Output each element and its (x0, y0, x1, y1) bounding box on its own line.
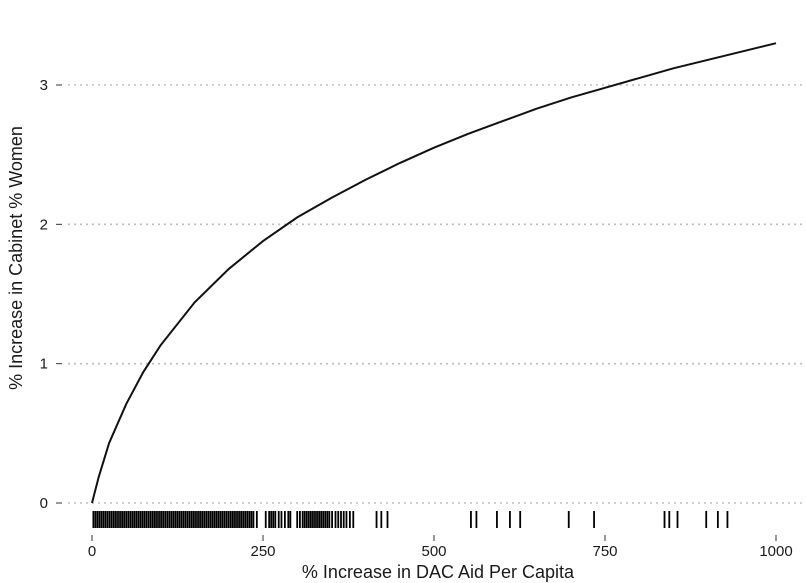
rug-marks (92, 511, 729, 528)
y-tick-label: 3 (40, 77, 48, 94)
y-tick-label: 1 (40, 356, 48, 373)
x-tick-label: 750 (592, 543, 617, 560)
gridlines (68, 84, 806, 504)
x-tick-label: 1000 (759, 543, 792, 560)
x-axis: 0 250 500 750 1000 (88, 535, 793, 560)
fitted-curve (91, 42, 777, 504)
x-tick-label: 250 (250, 543, 275, 560)
x-tick-label: 500 (421, 543, 446, 560)
y-tick-label: 0 (40, 495, 48, 512)
x-axis-title: % Increase in DAC Aid Per Capita (302, 562, 575, 582)
y-axis-title: % Increase in Cabinet % Women (6, 126, 26, 390)
x-tick-label: 0 (88, 543, 96, 560)
y-tick-label: 2 (40, 216, 48, 233)
y-axis: 0 1 2 3 (40, 77, 62, 512)
